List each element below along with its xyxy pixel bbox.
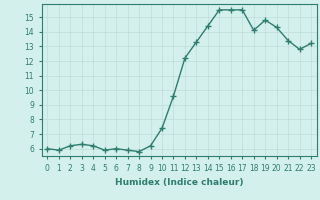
X-axis label: Humidex (Indice chaleur): Humidex (Indice chaleur) <box>115 178 244 187</box>
